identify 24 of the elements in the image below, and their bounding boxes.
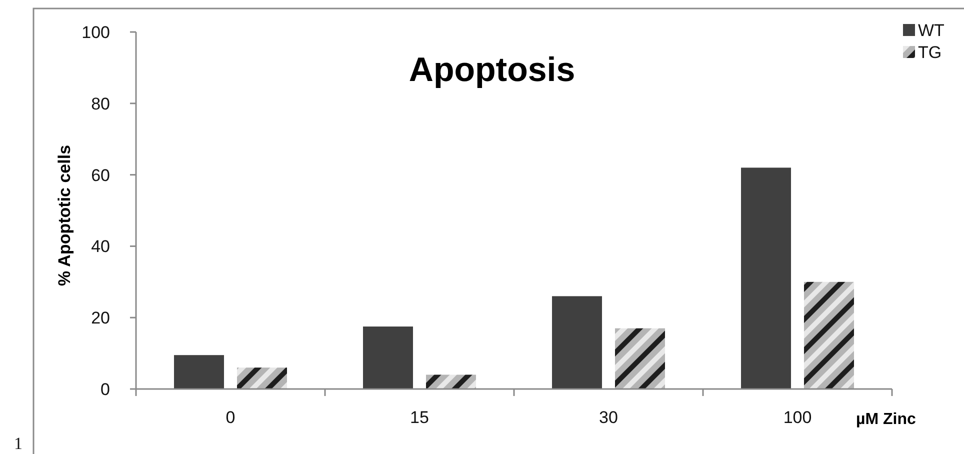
text: 1 xyxy=(14,434,22,453)
bar xyxy=(741,168,791,389)
bar xyxy=(426,374,476,389)
bar xyxy=(174,355,224,389)
y-tick-label: 100 xyxy=(82,22,110,42)
bar xyxy=(363,326,413,389)
y-tick-label: 60 xyxy=(91,166,110,185)
bar xyxy=(615,328,665,389)
y-tick-label: 0 xyxy=(100,380,110,399)
bar xyxy=(804,282,854,389)
y-tick-label: 80 xyxy=(91,94,110,114)
x-tick-label: 15 xyxy=(410,408,429,427)
y-tick-label: 40 xyxy=(91,237,110,256)
bar xyxy=(237,368,287,389)
legend-label: TG xyxy=(918,42,942,62)
x-tick-label: 30 xyxy=(599,408,618,427)
bar xyxy=(552,296,602,389)
x-axis-title: µM Zinc xyxy=(856,411,916,428)
y-tick-label: 20 xyxy=(91,308,110,328)
text: Apoptosis xyxy=(408,51,576,89)
y-axis-title: % Apoptotic cells xyxy=(55,144,74,286)
x-tick-label: 0 xyxy=(226,408,236,427)
x-tick-label: 100 xyxy=(783,408,812,427)
legend-label: WT xyxy=(918,20,944,40)
